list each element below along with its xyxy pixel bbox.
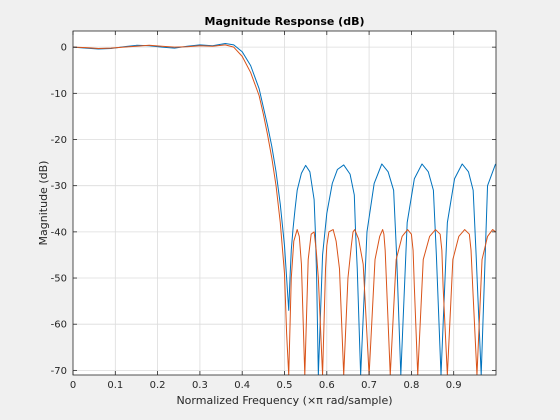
x-tick-label: 0.2 bbox=[150, 380, 166, 391]
x-tick-label: 0.3 bbox=[192, 380, 208, 391]
y-tick-label: -20 bbox=[51, 135, 67, 146]
x-tick-label: 0.8 bbox=[403, 380, 419, 391]
x-axis-label: Normalized Frequency (×π rad/sample) bbox=[176, 394, 392, 407]
y-tick-label: 0 bbox=[61, 43, 67, 54]
x-tick-label: 0 bbox=[70, 380, 76, 391]
x-axis-ticks: 0 0.1 0.2 0.3 0.4 0.5 0.6 0.7 0.8 0.9 bbox=[70, 31, 462, 391]
x-tick-label: 0.1 bbox=[107, 380, 123, 391]
y-tick-label: -40 bbox=[51, 227, 67, 238]
x-tick-label: 0.7 bbox=[361, 380, 377, 391]
y-tick-label: -30 bbox=[51, 181, 67, 192]
y-tick-label: -70 bbox=[51, 366, 67, 377]
series-line-1 bbox=[73, 42, 496, 375]
x-tick-label: 0.6 bbox=[319, 380, 335, 391]
series-line-2 bbox=[73, 44, 496, 375]
y-axis-label: Magnitude (dB) bbox=[37, 161, 50, 246]
x-tick-label: 0.4 bbox=[234, 380, 250, 391]
x-tick-label: 0.9 bbox=[446, 380, 462, 391]
y-tick-label: -10 bbox=[51, 89, 67, 100]
y-axis-ticks: 0 -10 -20 -30 -40 -50 -60 -70 bbox=[51, 43, 496, 377]
y-tick-label: -60 bbox=[51, 320, 67, 331]
y-tick-label: -50 bbox=[51, 274, 67, 285]
x-tick-label: 0.5 bbox=[277, 380, 293, 391]
chart-title: Magnitude Response (dB) bbox=[205, 15, 365, 28]
series-layer bbox=[73, 42, 496, 375]
